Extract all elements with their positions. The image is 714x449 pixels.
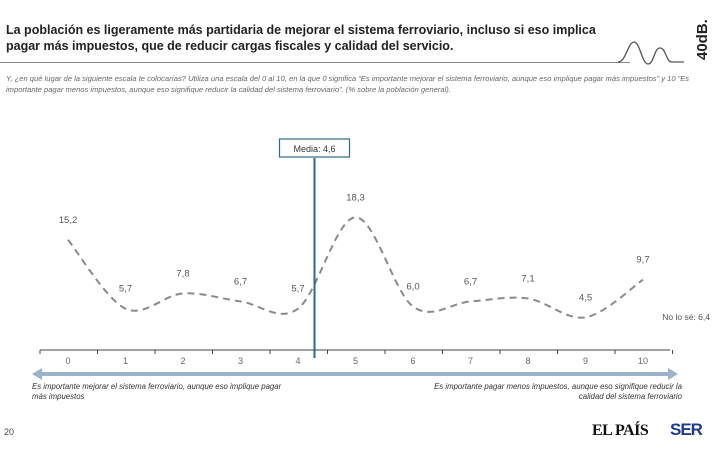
data-label: 18,3 (346, 192, 365, 203)
chart-subtitle: Y, ¿en qué lugar de la siguiente escala … (6, 74, 690, 94)
divider (0, 62, 630, 63)
x-tick-label: 9 (583, 356, 588, 366)
series-line (67, 216, 644, 319)
scale-right-caption: Es importante pagar menos impuestos, aun… (434, 382, 682, 401)
x-tick-label: 0 (65, 356, 70, 366)
scale-left-caption: Es importante mejorar el sistema ferrovi… (32, 382, 282, 401)
wave-icon (618, 41, 684, 65)
arrow-left-icon (32, 368, 42, 380)
data-label: 7,1 (521, 274, 534, 285)
x-tick-label: 5 (353, 356, 358, 366)
mean-label-box (278, 138, 351, 158)
mean-label: Media: 4,6 (293, 144, 335, 154)
data-label: 5,7 (119, 284, 132, 295)
data-label: 4,5 (579, 292, 592, 303)
elpais-logo: EL PAÍS (592, 422, 649, 439)
x-tick-label: 7 (468, 356, 473, 366)
data-label: 5,7 (291, 284, 304, 295)
page-number: 20 (4, 427, 15, 437)
chart-title: La población es ligeramente más partidar… (6, 23, 596, 53)
data-label: 9,7 (636, 255, 649, 266)
arrow-right-icon (668, 368, 678, 380)
data-label: 7,8 (176, 268, 189, 279)
data-label: 6,0 (406, 282, 419, 293)
x-tick-label: 8 (525, 356, 530, 366)
ser-logo: SER (670, 420, 703, 439)
x-tick-label: 2 (180, 356, 185, 366)
data-label: 6,7 (464, 276, 477, 287)
x-tick-label: 6 (410, 356, 415, 366)
x-tick-label: 10 (638, 356, 648, 366)
data-label: 6,7 (234, 276, 247, 287)
dont-know-annotation: No lo sé: 6,4 (662, 312, 710, 322)
x-tick-label: 4 (295, 356, 300, 366)
data-label: 15,2 (59, 215, 78, 226)
x-tick-label: 1 (123, 356, 128, 366)
x-tick-label: 3 (238, 356, 243, 366)
